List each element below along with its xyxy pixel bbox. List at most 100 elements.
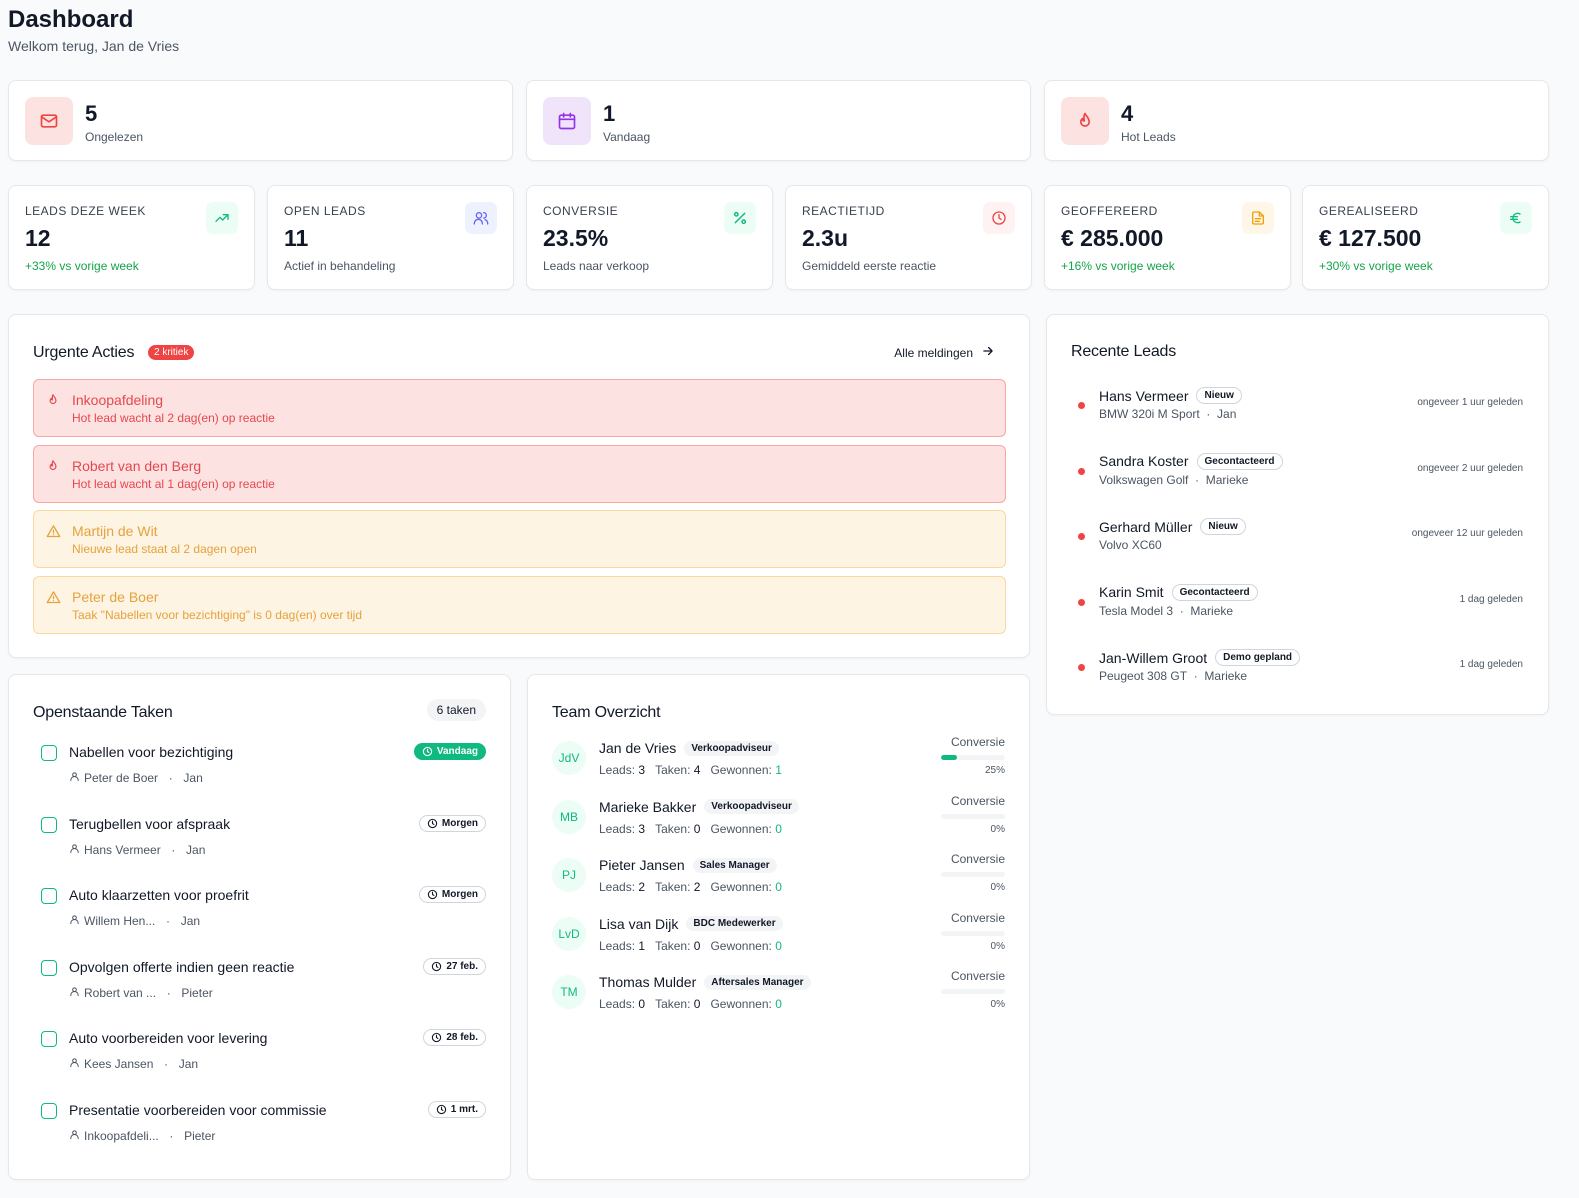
page-subtitle: Welkom terug, Jan de Vries — [8, 38, 180, 54]
mail-icon — [25, 97, 73, 145]
stat-card-1[interactable]: 1 Vandaag — [526, 80, 1031, 161]
kpi-subtext: Leads naar verkoop — [543, 259, 650, 273]
member-name: Thomas Mulder — [599, 974, 697, 991]
lead-time: 1 dag geleden — [1459, 593, 1523, 605]
warning-icon — [46, 524, 61, 538]
stat-card-2[interactable]: 4 Hot Leads — [1044, 80, 1549, 161]
separator-dot: · — [159, 914, 177, 929]
task-item: Auto voorbereiden voor levering Kees Jan… — [41, 1029, 486, 1089]
kpi-title: GEREALISEERD — [1319, 204, 1419, 218]
all-notifications-label: Alle meldingen — [894, 345, 973, 360]
task-item: Opvolgen offerte indien geen reactie Rob… — [41, 957, 486, 1018]
lead-item[interactable]: Gerhard Müller Nieuw Volvo XC60 ongeveer… — [1071, 514, 1523, 564]
won-label: Gewonnen: — [710, 997, 772, 1012]
conversion-percent: 0% — [990, 999, 1005, 1011]
lead-time: ongeveer 12 uur geleden — [1411, 528, 1523, 539]
flame-icon — [46, 393, 60, 407]
member-name: Marieke Bakker — [599, 798, 697, 815]
task-checkbox[interactable] — [41, 959, 57, 976]
clock-icon — [983, 202, 1015, 234]
lead-car: BMW 320i M Sport — [1099, 407, 1200, 421]
lead-status-badge: Nieuw — [1196, 387, 1242, 404]
all-notifications-link[interactable]: Alle meldingen — [894, 344, 995, 361]
task-title[interactable]: Nabellen voor bezichtiging — [69, 744, 234, 760]
task-title[interactable]: Auto klaarzetten voor proefrit — [69, 887, 249, 904]
kpi-card-1: OPEN LEADS 11 Actief in behandeling — [267, 185, 514, 290]
member-tasks: 0 — [693, 938, 701, 953]
task-checkbox[interactable] — [41, 1103, 57, 1119]
conversion-label: Conversie — [950, 910, 1005, 925]
conversion-label: Conversie — [950, 793, 1005, 808]
won-label: Gewonnen: — [710, 763, 772, 777]
open-tasks-title: Openstaande Taken — [33, 704, 173, 721]
avatar: TM — [552, 975, 586, 1010]
urgent-alert[interactable]: Peter de Boer Taak "Nabellen voor bezich… — [33, 575, 1006, 634]
member-name: Pieter Jansen — [599, 857, 685, 874]
team-member[interactable]: JdV Jan de Vries Verkoopadviseur Leads: … — [552, 735, 1005, 789]
urgent-alert[interactable]: Inkoopafdeling Hot lead wacht al 2 dag(e… — [33, 379, 1006, 437]
task-checkbox[interactable] — [41, 745, 57, 761]
tasks-label: Taken: — [655, 763, 691, 777]
alert-description: Nieuwe lead staat al 2 dagen open — [72, 542, 257, 556]
lead-name: Hans Vermeer — [1099, 387, 1189, 404]
member-tasks: 0 — [693, 997, 701, 1012]
arrow-right-icon — [981, 344, 995, 361]
separator-dot: · — [162, 1129, 181, 1143]
member-tasks: 0 — [693, 821, 701, 836]
task-checkbox[interactable] — [41, 816, 57, 833]
leads-label: Leads: — [599, 938, 636, 953]
urgent-actions-card: Urgente Acties 2 kritiek Alle meldingen … — [8, 314, 1030, 658]
conversion-percent: 0% — [990, 940, 1005, 952]
task-title[interactable]: Terugbellen voor afspraak — [69, 815, 231, 832]
lead-name: Karin Smit — [1099, 584, 1164, 600]
clock-icon — [431, 961, 442, 972]
stat-card-0[interactable]: 5 Ongelezen — [8, 80, 513, 161]
task-checkbox[interactable] — [41, 888, 57, 905]
conversion-percent: 0% — [990, 882, 1005, 894]
kpi-value: 12 — [25, 225, 51, 251]
team-member[interactable]: LvD Lisa van Dijk BDC Medewerker Leads: … — [552, 911, 1005, 965]
kpi-subtext: Gemiddeld eerste reactie — [802, 259, 937, 273]
lead-owner: Marieke — [1190, 603, 1234, 618]
kpi-value: 2.3u — [802, 225, 849, 251]
clock-icon — [422, 746, 433, 757]
lead-item[interactable]: Jan-Willem Groot Demo gepland Peugeot 30… — [1071, 645, 1523, 695]
lead-car: Volkswagen Golf — [1099, 472, 1189, 487]
alert-description: Hot lead wacht al 2 dag(en) op reactie — [72, 411, 275, 425]
task-checkbox[interactable] — [41, 1031, 57, 1048]
lead-item[interactable]: Hans Vermeer Nieuw BMW 320i M Sport · Ja… — [1071, 383, 1523, 433]
avatar: MB — [552, 799, 586, 834]
kpi-subtext: +16% vs vorige week — [1061, 259, 1175, 273]
conversion-bar — [941, 930, 1005, 936]
alert-description: Hot lead wacht al 1 dag(en) op reactie — [72, 476, 275, 491]
user-icon — [69, 914, 80, 928]
task-contact: Robert van ... — [84, 985, 157, 1000]
urgent-alert[interactable]: Robert van den Berg Hot lead wacht al 1 … — [33, 444, 1006, 503]
tasks-label: Taken: — [655, 880, 691, 895]
task-contact: Willem Hen... — [84, 914, 156, 929]
task-due: 1 mrt. — [450, 1104, 478, 1115]
lead-item[interactable]: Sandra Koster Gecontacteerd Volkswagen G… — [1071, 449, 1523, 499]
member-name: Lisa van Dijk — [599, 915, 679, 932]
team-member[interactable]: MB Marieke Bakker Verkoopadviseur Leads:… — [552, 794, 1005, 848]
lead-car: Volvo XC60 — [1099, 538, 1162, 552]
task-due-badge: Morgen — [418, 814, 486, 832]
member-name: Jan de Vries — [599, 740, 677, 756]
lead-item[interactable]: Karin Smit Gecontacteerd Tesla Model 3 ·… — [1071, 580, 1523, 630]
task-title[interactable]: Opvolgen offerte indien geen reactie — [69, 958, 295, 975]
member-role-badge: Sales Manager — [692, 857, 777, 873]
team-member[interactable]: TM Thomas Mulder Aftersales Manager Lead… — [552, 969, 1005, 1023]
kpi-title: OPEN LEADS — [284, 204, 366, 218]
task-title[interactable]: Auto voorbereiden voor levering — [69, 1030, 268, 1047]
task-title[interactable]: Presentatie voorbereiden voor commissie — [69, 1102, 327, 1118]
won-label: Gewonnen: — [710, 821, 772, 836]
urgent-alert[interactable]: Martijn de Wit Nieuwe lead staat al 2 da… — [33, 510, 1006, 568]
team-member[interactable]: PJ Pieter Jansen Sales Manager Leads: 2 … — [552, 852, 1005, 906]
member-role-badge: Verkoopadviseur — [684, 740, 779, 756]
user-icon — [69, 1057, 80, 1071]
user-icon — [69, 843, 80, 857]
stat-value: 5 — [85, 101, 98, 126]
team-overview-title: Team Overzicht — [552, 704, 661, 721]
task-due-badge: 28 feb. — [423, 1029, 486, 1047]
kpi-subtext: Actief in behandeling — [284, 259, 396, 273]
